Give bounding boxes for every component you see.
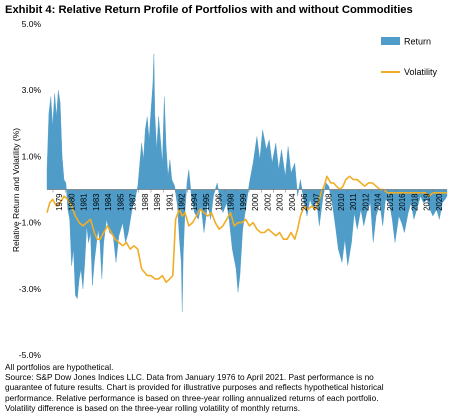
x-axis: 1979 1980 1981 1983 1984 1985 1987 1988 1989 1991… bbox=[47, 189, 447, 211]
x-tick-label: 2014 bbox=[374, 193, 383, 211]
return-area-series bbox=[46, 53, 448, 313]
x-tick-label: 2010 bbox=[337, 193, 346, 211]
chart-title: Exhibit 4: Relative Return Profile of Po… bbox=[5, 4, 413, 16]
x-tick-label: 2012 bbox=[361, 194, 370, 211]
y-tick-label: 1.0% bbox=[22, 151, 42, 161]
x-tick-label: 2018 bbox=[410, 194, 419, 211]
y-tick-label: -1.0% bbox=[19, 218, 42, 228]
x-tick-label: 1983 bbox=[92, 194, 101, 211]
x-tick-label: 1998 bbox=[227, 194, 236, 211]
legend-label-return: Return bbox=[404, 37, 431, 47]
volatility-line-series bbox=[46, 175, 447, 284]
x-tick-label: 2019 bbox=[423, 194, 432, 211]
x-tick-label: 2000 bbox=[251, 193, 260, 211]
footnotes: All portfolios are hypothetical. Source:… bbox=[5, 362, 453, 413]
footnote-line-5: Volatility difference is based on the th… bbox=[5, 402, 300, 413]
x-tick-label: 2004 bbox=[288, 193, 297, 211]
x-tick-label: 1992 bbox=[178, 194, 187, 211]
x-tick-label: 2015 bbox=[386, 193, 395, 211]
x-tick-label: 1987 bbox=[129, 194, 138, 211]
x-tick-label: 2011 bbox=[349, 194, 358, 211]
x-tick-label: 2006 bbox=[300, 194, 309, 211]
y-tick-label: -3.0% bbox=[19, 284, 42, 294]
x-tick-label: 1994 bbox=[190, 193, 199, 211]
x-tick-label: 1995 bbox=[202, 193, 211, 211]
x-tick-label: 1996 bbox=[214, 194, 223, 211]
legend: Return Volatility bbox=[381, 37, 438, 77]
x-tick-label: 1989 bbox=[153, 194, 162, 211]
footnote-line-1: All portfolios are hypothetical. bbox=[5, 362, 114, 372]
volatility-line bbox=[46, 175, 447, 284]
x-tick-label: 1991 bbox=[165, 194, 174, 211]
x-tick-label: 2008 bbox=[325, 194, 334, 211]
footnote-line-4: performance. Relative performance is bas… bbox=[5, 392, 379, 403]
x-tick-label: 1980 bbox=[67, 193, 76, 211]
x-tick-label: 2002 bbox=[263, 194, 272, 211]
legend-swatch-return bbox=[381, 37, 400, 45]
x-tick-label: 2020 bbox=[435, 193, 444, 211]
return-area bbox=[46, 53, 448, 313]
x-tick-label: 2007 bbox=[312, 194, 321, 211]
x-tick-label: 1999 bbox=[239, 194, 248, 211]
chart-svg: 5.0% 3.0% 1.0% -1.0% -3.0% -5.0% 1979 1980 1981… bbox=[11, 19, 448, 360]
footnote-line-3: guarantee of future results. Chart is pr… bbox=[5, 382, 384, 393]
y-tick-label: 5.0% bbox=[22, 19, 42, 29]
x-tick-label: 2016 bbox=[398, 194, 407, 211]
y-axis-ticks: 5.0% 3.0% 1.0% -1.0% -3.0% -5.0% bbox=[19, 19, 42, 360]
footnote-line-2: Source: S&P Dow Jones Indices LLC. Data … bbox=[5, 372, 374, 383]
x-tick-label: 1985 bbox=[116, 193, 125, 211]
x-tick-label: 2003 bbox=[276, 194, 285, 211]
x-tick-label: 1984 bbox=[104, 193, 113, 211]
x-tick-label: 1979 bbox=[55, 194, 64, 211]
x-tick-label: 1988 bbox=[141, 194, 150, 211]
y-tick-label: 3.0% bbox=[22, 85, 42, 95]
y-axis-label: Relative Return and Volatility (%) bbox=[11, 128, 21, 252]
legend-label-volatility: Volatility bbox=[404, 67, 438, 77]
x-tick-label: 1981 bbox=[80, 194, 89, 211]
y-tick-label: -5.0% bbox=[19, 350, 42, 360]
